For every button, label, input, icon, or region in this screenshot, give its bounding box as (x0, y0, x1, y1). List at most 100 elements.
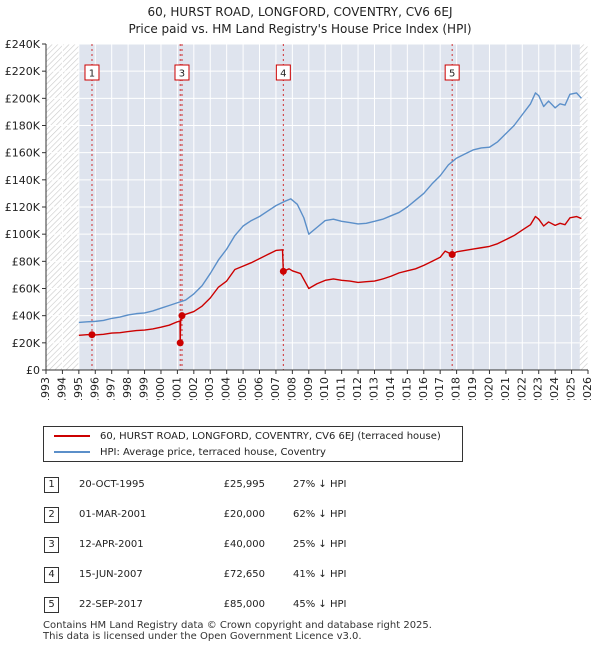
sale-row: 1 20-OCT-1995 £25,995 27% ↓ HPI (43, 473, 383, 503)
sale-point (176, 339, 184, 347)
x-tick-label: 2003 (203, 377, 216, 400)
sale-row: 5 22-SEP-2017 £85,000 45% ↓ HPI (43, 593, 383, 623)
y-tick-label: £180K (5, 120, 41, 133)
x-tick-label: 2018 (450, 377, 463, 400)
x-tick-label: 1998 (121, 377, 134, 400)
y-tick-label: £40K (12, 310, 41, 323)
sale-row: 3 12-APR-2001 £40,000 25% ↓ HPI (43, 533, 383, 563)
y-tick-label: £140K (5, 174, 41, 187)
sale-price: £85,000 (223, 599, 265, 610)
legend-label-property: 60, HURST ROAD, LONGFORD, COVENTRY, CV6 … (100, 431, 441, 442)
sale-date: 12-APR-2001 (79, 539, 144, 550)
sale-hpi-diff: 45% ↓ HPI (293, 599, 347, 610)
x-tick-label: 2009 (302, 377, 315, 400)
y-tick-label: £100K (5, 228, 41, 241)
title-subtitle: Price paid vs. HM Land Registry's House … (128, 22, 472, 36)
y-tick-label: £60K (12, 283, 41, 296)
sale-point (178, 312, 186, 320)
x-tick-label: 2001 (170, 377, 183, 400)
y-tick-label: £160K (5, 147, 41, 160)
x-tick-label: 1995 (72, 377, 85, 400)
sale-flag-box (174, 64, 190, 81)
sale-point (279, 267, 287, 275)
x-tick-label: 2006 (253, 377, 266, 400)
x-tick-label: 2004 (220, 377, 233, 400)
hpi-line (78, 92, 582, 324)
x-tick-label: 1997 (105, 377, 118, 400)
sale-price: £40,000 (223, 539, 265, 550)
title-address: 60, HURST ROAD, LONGFORD, COVENTRY, CV6 … (147, 5, 453, 19)
x-tick-label: 2020 (482, 377, 495, 400)
sale-flag-box (84, 64, 100, 81)
sale-price: £25,995 (223, 479, 265, 490)
x-tick-label: 2019 (466, 377, 479, 400)
sale-flag-box (275, 64, 291, 81)
sale-row: 2 01-MAR-2001 £20,000 62% ↓ HPI (43, 503, 383, 533)
x-tick-label: 2017 (433, 377, 446, 400)
x-tick-label: 2010 (318, 377, 331, 400)
footer-licence: This data is licensed under the Open Gov… (43, 631, 362, 642)
legend-label-hpi: HPI: Average price, terraced house, Cove… (100, 447, 326, 458)
sale-row: 4 15-JUN-2007 £72,650 41% ↓ HPI (43, 563, 383, 593)
sale-flag-label: 5 (449, 69, 455, 80)
sale-flag-label: 1 (89, 69, 95, 80)
sale-point (88, 331, 96, 339)
x-tick-label: 2013 (367, 377, 380, 400)
x-tick-label: 2000 (154, 377, 167, 400)
sales-table: 1 20-OCT-1995 £25,995 27% ↓ HPI 2 01-MAR… (43, 473, 383, 623)
sale-hpi-diff: 27% ↓ HPI (293, 479, 347, 490)
y-tick-label: £20K (12, 337, 41, 350)
sale-flag-label: 3 (179, 69, 185, 80)
x-tick-label: 1994 (55, 377, 68, 400)
x-tick-label: 2023 (532, 377, 545, 400)
sale-price: £72,650 (223, 569, 265, 580)
x-tick-label: 2025 (565, 377, 578, 400)
x-tick-label: 2002 (187, 377, 200, 400)
sale-hpi-diff: 62% ↓ HPI (293, 509, 347, 520)
price-chart: 1 3 4 5 £0 £20K £40K £60K £80K £100K £120K £140K £1… (5, 38, 594, 400)
x-tick-label: 2011 (335, 377, 348, 400)
sale-date: 01-MAR-2001 (79, 509, 147, 520)
x-tick-label: 2005 (236, 377, 249, 400)
x-tick-label: 2008 (285, 377, 298, 400)
x-tick-label: 2012 (351, 377, 364, 400)
sale-number-badge: 1 (44, 477, 59, 493)
y-tick-label: £240K (5, 38, 41, 51)
x-tick-label: 2014 (384, 377, 397, 400)
sale-flag-label: 4 (280, 69, 286, 80)
y-tick-label: £120K (5, 201, 41, 214)
legend-swatch-hpi (54, 451, 90, 453)
sale-point (448, 251, 456, 259)
sale-price: £20,000 (223, 509, 265, 520)
y-tick-label: £220K (5, 65, 41, 78)
sale-date: 20-OCT-1995 (79, 479, 145, 490)
x-tick-label: 2022 (515, 377, 528, 400)
y-tick-label: £200K (5, 92, 41, 105)
legend-swatch-property (54, 435, 90, 437)
footer-attribution: Contains HM Land Registry data © Crown c… (43, 620, 432, 642)
x-tick-label: 1996 (88, 377, 101, 400)
y-tick-label: £80K (12, 255, 41, 268)
footer-copyright: Contains HM Land Registry data © Crown c… (43, 620, 432, 631)
sale-date: 22-SEP-2017 (79, 599, 143, 610)
sale-number-badge: 4 (44, 567, 59, 583)
x-tick-label: 2021 (499, 377, 512, 400)
x-tick-label: 2026 (581, 377, 594, 400)
sale-date: 15-JUN-2007 (79, 569, 143, 580)
x-tick-label: 1993 (39, 377, 52, 400)
x-tick-label: 2016 (417, 377, 430, 400)
x-tick-label: 1999 (138, 377, 151, 400)
legend: 60, HURST ROAD, LONGFORD, COVENTRY, CV6 … (43, 426, 463, 462)
legend-item-hpi: HPI: Average price, terraced house, Cove… (54, 446, 326, 460)
x-tick-label: 2015 (400, 377, 413, 400)
property-price-line (78, 215, 582, 344)
x-tick-label: 2007 (269, 377, 282, 400)
legend-item-property: 60, HURST ROAD, LONGFORD, COVENTRY, CV6 … (54, 430, 441, 444)
sale-hpi-diff: 25% ↓ HPI (293, 539, 347, 550)
sale-number-badge: 3 (44, 537, 59, 553)
sale-flag-box (444, 64, 460, 81)
y-tick-label: £0 (26, 364, 40, 377)
chart-title: 60, HURST ROAD, LONGFORD, COVENTRY, CV6 … (0, 4, 600, 38)
sale-hpi-diff: 41% ↓ HPI (293, 569, 347, 580)
sale-number-badge: 5 (44, 597, 59, 613)
